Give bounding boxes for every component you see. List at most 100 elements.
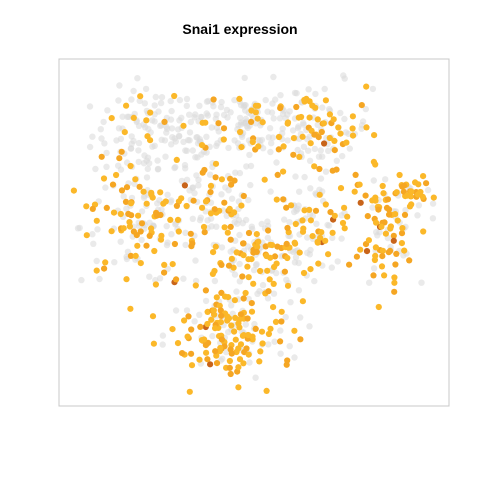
expressing-cell-point [180, 122, 187, 129]
background-cell-point [156, 275, 164, 282]
background-cell-point [104, 107, 111, 114]
expressing-cell-point [378, 263, 386, 270]
background-cell-point [268, 140, 275, 147]
expressing-cell-point [284, 119, 292, 126]
expressing-cell-point [386, 211, 393, 218]
expressing-cell-point [210, 96, 217, 103]
background-cell-point [163, 223, 170, 230]
background-cell-point [301, 173, 308, 181]
background-cell-point [295, 287, 303, 294]
expressing-cell-point [240, 240, 247, 247]
expressing-cell-point [278, 318, 285, 325]
expressing-cell-point [264, 267, 271, 274]
expressing-cell-point [385, 249, 392, 256]
expressing-cell-point [89, 205, 96, 212]
expressing-cell-point [202, 287, 209, 294]
expressing-cell-point [252, 102, 259, 109]
expressing-cell-point [271, 263, 278, 271]
expressing-cell-point [300, 225, 307, 232]
expressing-cell-point [299, 217, 306, 224]
expressing-cell-point [212, 243, 219, 250]
expressing-cell-point [341, 204, 348, 211]
expressing-cell-point [372, 197, 379, 204]
expressing-cell-point [218, 312, 225, 319]
expressing-cell-point [208, 316, 215, 323]
background-cell-point [178, 177, 186, 185]
background-cell-point [183, 307, 191, 314]
expressing-cell-point [281, 268, 288, 275]
background-cell-point [158, 94, 166, 101]
background-cell-point [138, 208, 146, 215]
expressing-cell-point [259, 119, 266, 126]
background-cell-point [313, 220, 320, 227]
background-cell-point [231, 96, 238, 104]
expressing-cell-point [300, 269, 308, 277]
background-cell-point [146, 273, 153, 280]
background-cell-point [176, 132, 183, 140]
expressing-cell-point [322, 201, 329, 208]
background-cell-point [281, 216, 288, 223]
background-cell-point [117, 238, 124, 245]
expressing-cell-point [248, 308, 256, 315]
background-cell-point [370, 177, 377, 184]
expressing-cell-point [132, 252, 139, 259]
background-cell-point [162, 153, 169, 160]
background-cell-point [168, 107, 175, 115]
background-cell-point [246, 151, 253, 159]
background-cell-point [271, 338, 278, 345]
background-cell-point [192, 257, 199, 264]
expressing-cell-point [258, 328, 266, 335]
expressing-cell-point [226, 205, 233, 212]
expressing-cell-point [143, 242, 150, 249]
expressing-cell-point [275, 146, 282, 153]
expressing-cell-point [341, 225, 348, 232]
expressing-cell-point [335, 124, 342, 131]
expressing-cell-point [245, 256, 252, 263]
background-cell-point [338, 235, 345, 242]
background-cell-point [284, 111, 291, 118]
expressing-cell-point [201, 229, 208, 236]
expressing-cell-point [248, 107, 255, 114]
background-cell-point [317, 175, 325, 182]
expressing-cell-point [244, 315, 251, 322]
expressing-cell-point [122, 198, 130, 205]
expressing-cell-point [259, 340, 266, 347]
background-cell-point [227, 248, 234, 255]
background-cell-point [208, 223, 215, 230]
background-cell-point [218, 244, 226, 251]
background-cell-point [284, 137, 291, 144]
expressing-cell-point [202, 198, 210, 205]
background-cell-point [135, 158, 142, 166]
background-cell-point [176, 96, 184, 104]
expressing-cell-point [127, 305, 134, 312]
background-cell-point [172, 307, 180, 314]
background-cell-point [183, 95, 191, 103]
background-cell-point [215, 128, 222, 135]
background-cell-point [236, 278, 243, 285]
background-cell-point [168, 125, 176, 132]
expressing-cell-point [161, 261, 168, 268]
expressing-cell-point [357, 246, 364, 253]
expressing-cell-point [325, 251, 332, 258]
expressing-cell-point [384, 196, 392, 203]
expressing-cell-point [136, 183, 143, 190]
expressing-cell-point [235, 364, 242, 371]
background-cell-point [258, 220, 265, 228]
background-cell-point [186, 187, 193, 194]
expressing-cell-point [174, 340, 182, 347]
background-cell-point [189, 147, 196, 154]
background-cell-point [111, 259, 118, 266]
expressing-cell-point [227, 175, 234, 182]
expressing-cell-point [309, 233, 316, 240]
background-cell-point [239, 220, 246, 227]
expressing-cell-point [207, 189, 214, 196]
expressing-cell-point [231, 328, 238, 335]
expressing-cell-point [393, 189, 400, 196]
background-cell-point [234, 220, 241, 227]
background-cell-point [223, 106, 231, 114]
background-cell-point [186, 129, 194, 136]
background-cell-point [243, 163, 250, 170]
expressing-cell-point [280, 143, 287, 150]
expressing-cell-point [343, 139, 350, 146]
expressing-cell-point [365, 237, 372, 244]
